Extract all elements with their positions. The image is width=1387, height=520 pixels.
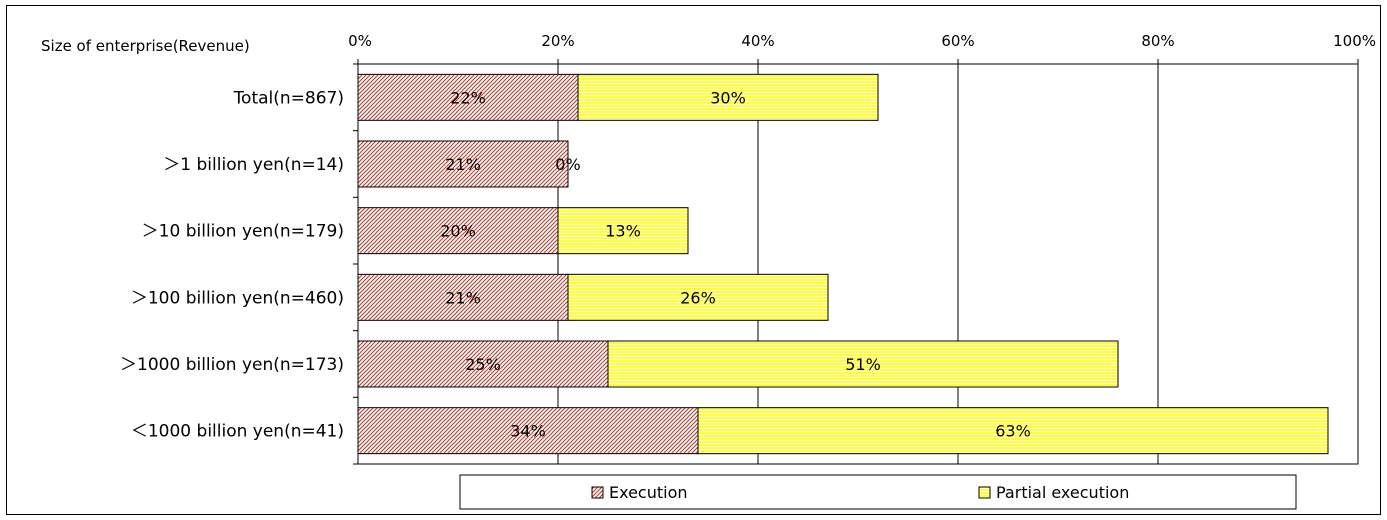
data-label: 22% [450,88,486,107]
legend-label-execution: Execution [609,483,688,502]
bar-segment-execution [357,340,609,388]
data-label: 26% [680,288,716,307]
legend-swatch-partial-execution [978,486,991,499]
x-tick-label: 40% [741,32,774,50]
bars: 22% 30% 21% 0% 20% 13% 21% 26% 25% 51% 34% 63% [357,73,1329,455]
data-label: 30% [710,88,746,107]
bar-segment-partial-execution [607,340,1119,388]
data-label: 21% [445,155,481,174]
data-label: 0% [555,155,580,174]
data-label: 63% [995,422,1031,441]
category-label: ＞100 billion yen(n=460) [131,288,344,308]
category-label: ＜1000 billion yen(n=41) [131,422,344,442]
x-tick-label: 0% [348,32,372,50]
x-axis: 0% 20% 40% 60% 80% 100% [348,32,1376,465]
bar-segment-partial-execution [577,73,879,121]
category-label: ＞1 billion yen(n=14) [163,155,344,175]
bar-segment-partial-execution [567,273,829,321]
x-tick-label: 20% [541,32,574,50]
category-labels: Total(n=867) ＞1 billion yen(n=14) ＞10 bill… [120,88,344,441]
data-label: 34% [510,422,546,441]
bar-segment-partial-execution [697,407,1329,455]
plot-area [357,63,1359,465]
legend-box [459,474,1297,510]
bar-segment-execution [357,407,699,455]
category-label: ＞10 billion yen(n=179) [142,222,344,242]
data-label: 21% [445,288,481,307]
stacked-bar-chart: Size of enterprise(Revenue) 0% 20% 40% 60% 8… [41,32,1376,510]
data-label: 25% [465,355,501,374]
bar-segment-execution [357,140,569,188]
data-label: 20% [440,222,476,241]
legend-label-partial-execution: Partial execution [996,483,1129,502]
category-label: Total(n=867) [233,88,344,108]
category-header: Size of enterprise(Revenue) [41,37,250,55]
x-tick-label: 80% [1141,32,1174,50]
bar-segment-execution [357,207,559,255]
legend: Execution Partial execution [459,474,1297,510]
bar-segment-execution [357,273,569,321]
data-label: 51% [845,355,881,374]
gridlines [357,63,1359,465]
x-tick-label: 60% [941,32,974,50]
chart-frame: Size of enterprise(Revenue) 0% 20% 40% 60% 8… [6,5,1381,515]
category-label: ＞1000 billion yen(n=173) [120,355,344,375]
data-label: 13% [605,222,641,241]
legend-swatch-execution [591,486,604,499]
bar-segment-partial-execution [557,207,689,255]
x-tick-label: 100% [1333,32,1376,50]
